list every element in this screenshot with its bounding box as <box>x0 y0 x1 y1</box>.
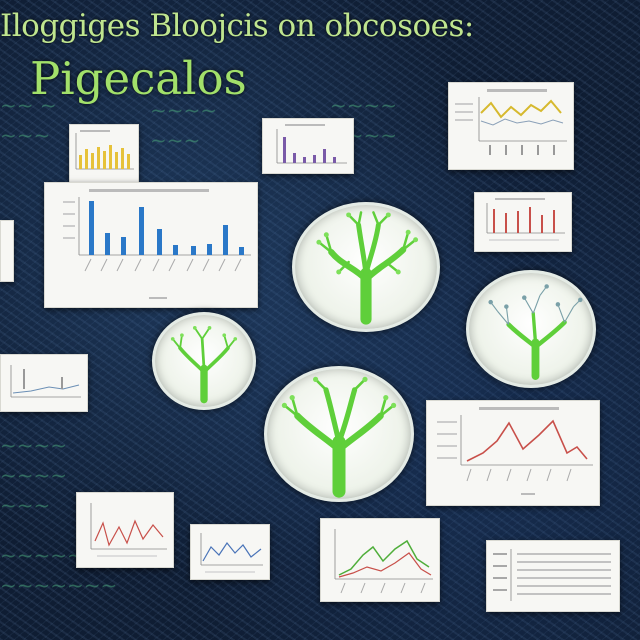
red-line-chart <box>437 407 593 495</box>
chart-card-yellow-line <box>448 82 574 170</box>
bottom-red-chart <box>90 503 167 557</box>
chart-card-purple-bars <box>262 118 354 174</box>
petri-dish-center <box>264 366 414 502</box>
tree-icon <box>281 376 397 498</box>
blue-bar-chart <box>63 189 251 299</box>
page-subtitle: Pigecalos <box>30 52 247 105</box>
petri-dish-left <box>152 312 256 410</box>
small-line-chart <box>10 365 81 398</box>
chart-card-red-bars <box>474 192 572 252</box>
page-title: Iloggiges Bloojcis on obcosoes: <box>0 8 474 44</box>
bottom-blue-chart <box>200 533 263 573</box>
petri-dish-large <box>292 202 440 332</box>
petri-dish-right <box>466 270 596 388</box>
yellow-bar-chart <box>75 130 134 170</box>
tree-icon <box>488 284 583 380</box>
tree-icon <box>316 211 419 325</box>
yellow-line-chart <box>455 89 567 155</box>
chart-card-bottom-2 <box>190 524 270 580</box>
chart-card-bottom-3 <box>320 518 440 602</box>
chart-card-yellow-bars <box>69 124 139 186</box>
background-scribble: ~~ ~ ~~~ <box>0 93 57 147</box>
background-scribble: ~~~~ ~~~ <box>150 98 218 152</box>
red-bar-chart <box>486 198 565 241</box>
chart-card-bottom-1 <box>76 492 174 568</box>
tree-icon <box>170 326 238 404</box>
bottom-grid-chart <box>493 549 611 601</box>
chart-card-small-left <box>0 354 88 412</box>
chart-card-bottom-4 <box>486 540 620 612</box>
background-scribble: ~~~~ ~~~~ ~~~ <box>0 433 68 517</box>
chart-card-red-line <box>426 400 600 506</box>
bottom-green-red-chart <box>334 529 433 594</box>
purple-bar-chart <box>276 124 347 164</box>
chart-card-blue-bars <box>44 182 258 308</box>
chart-card-edge <box>0 220 14 282</box>
